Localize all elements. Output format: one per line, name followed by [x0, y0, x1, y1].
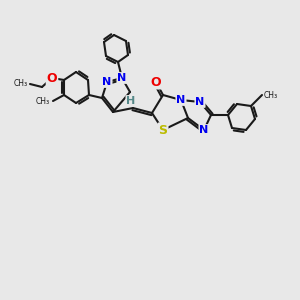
- Text: O: O: [47, 71, 57, 85]
- Text: N: N: [117, 73, 127, 83]
- Text: N: N: [195, 97, 205, 107]
- Text: S: S: [158, 124, 167, 136]
- Text: CH₃: CH₃: [14, 80, 28, 88]
- Text: N: N: [102, 77, 112, 87]
- Text: CH₃: CH₃: [264, 91, 278, 100]
- Text: H: H: [126, 96, 136, 106]
- Text: N: N: [200, 125, 208, 135]
- Text: N: N: [176, 95, 186, 105]
- Text: O: O: [151, 76, 161, 88]
- Text: CH₃: CH₃: [36, 97, 50, 106]
